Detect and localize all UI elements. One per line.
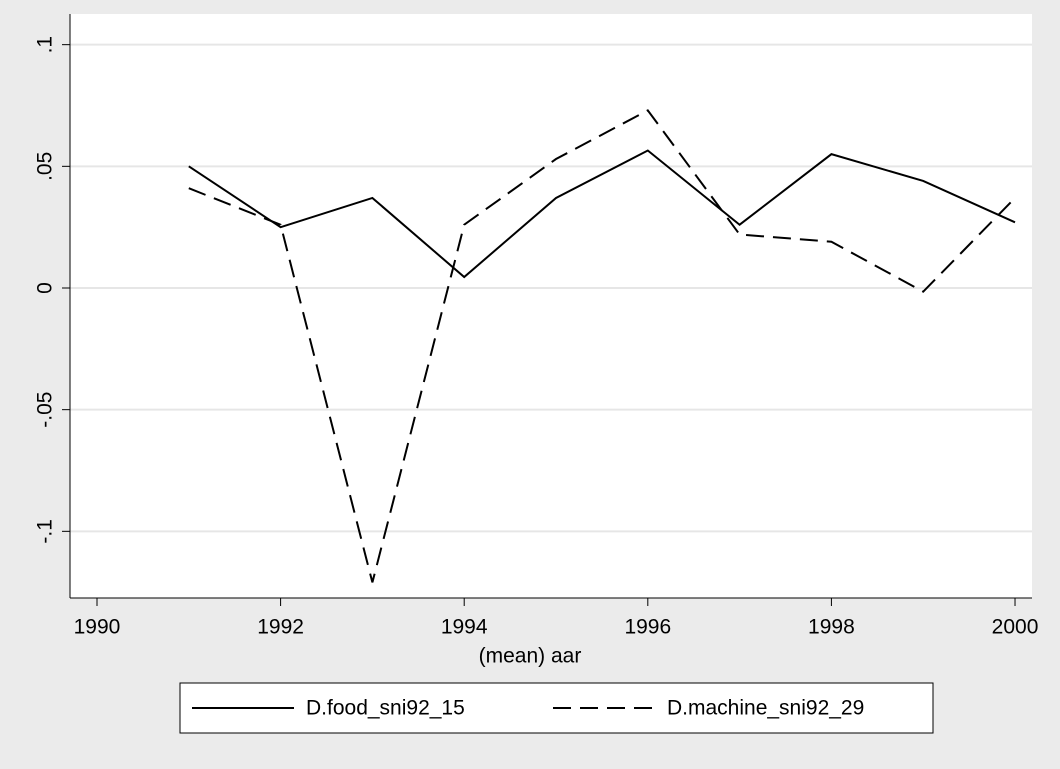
legend-label: D.machine_sni92_29 [667, 697, 864, 720]
data-line [188, 149, 1016, 279]
x-tick-label: 1998 [808, 616, 855, 639]
plot-area [70, 14, 1032, 598]
legend-label: D.food_sni92_15 [306, 697, 465, 720]
x-tick-label: 1994 [441, 616, 488, 639]
data-line [188, 109, 1016, 583]
x-tick-label: 2000 [992, 616, 1039, 639]
x-axis-title: (mean) aar [479, 645, 582, 668]
x-tick-label: 1990 [74, 616, 121, 639]
y-tick-label: -.05 [34, 392, 57, 428]
y-tick-label: .1 [34, 36, 57, 54]
x-tick-label: 1996 [624, 616, 671, 639]
y-tick-label: .05 [34, 152, 57, 181]
y-tick-label: 0 [34, 282, 57, 294]
x-tick-label: 1992 [257, 616, 304, 639]
y-tick-label: -.1 [34, 519, 57, 544]
